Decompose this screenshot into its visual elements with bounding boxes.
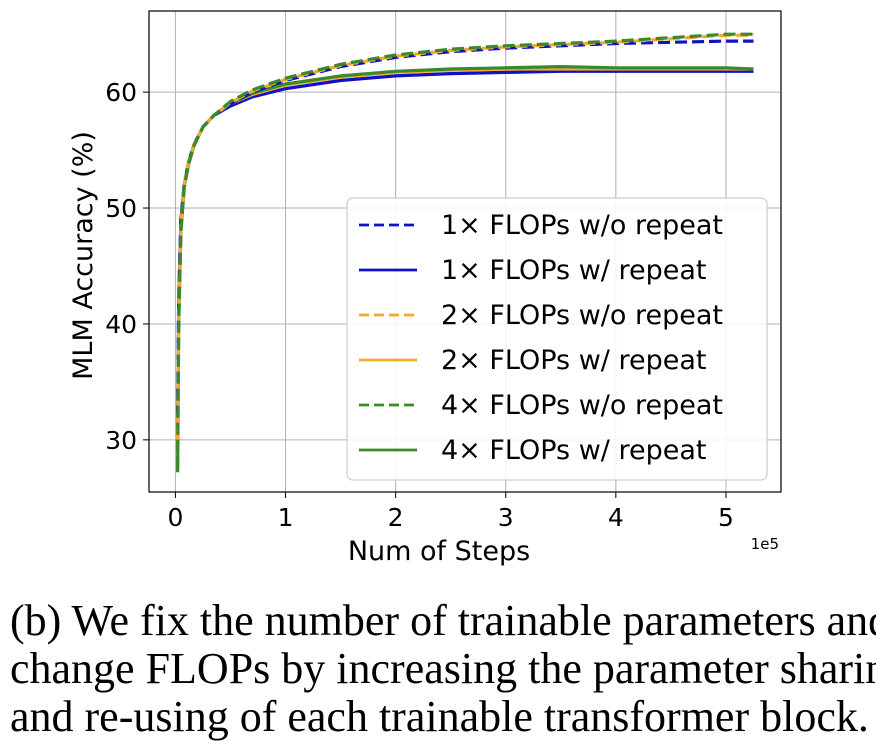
x-tick-label: 3 [498,503,514,532]
axis-ticks: 0 1 2 3 4 5 30 40 50 60 [105,78,734,532]
legend: 1× FLOPs w/o repeat 1× FLOPs w/ repeat 2× … [346,197,768,481]
legend-label: 4× FLOPs w/o repeat [441,390,723,421]
y-axis-label: MLM Accuracy (%) [68,131,99,380]
legend-label: 2× FLOPs w/o repeat [441,300,723,331]
chart: 0 1 2 3 4 5 30 40 50 60 Num of Steps MLM Accuracy… [68,10,782,567]
caption-line: change FLOPs by increasing the parameter… [10,644,876,693]
x-tick-label: 4 [608,503,624,532]
x-tick-label: 5 [718,503,734,532]
x-tick-label: 0 [167,503,183,532]
y-tick-label: 50 [105,194,137,223]
legend-label: 1× FLOPs w/o repeat [441,210,723,241]
figure-caption: (b) We fix the number of trainable param… [10,596,876,741]
series-line [176,32,754,469]
y-tick-label: 60 [105,78,137,107]
y-tick-label: 30 [105,426,137,455]
x-tick-label: 2 [388,503,404,532]
series-lines [176,32,754,473]
plot-frame [148,10,782,493]
legend-label: 1× FLOPs w/ repeat [441,255,706,286]
legend-box [346,197,768,481]
x-axis-label: Num of Steps [348,536,530,567]
x-axis-offset-label: 1e5 [751,535,779,553]
legend-label: 4× FLOPs w/ repeat [441,435,706,466]
x-tick-label: 1 [278,503,294,532]
caption-line: (b) We fix the number of trainable param… [10,596,876,645]
legend-label: 2× FLOPs w/ repeat [441,345,706,376]
caption-line: and re-using of each trainable transform… [10,692,869,741]
y-tick-label: 40 [105,310,137,339]
